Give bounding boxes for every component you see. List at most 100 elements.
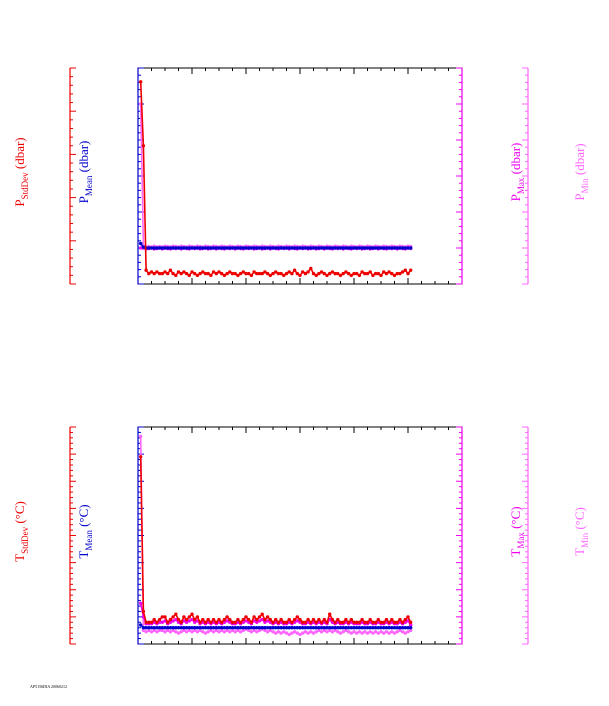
- mean-data-point: [176, 246, 181, 250]
- mean-data-point: [179, 626, 183, 630]
- mean-data-point: [247, 246, 251, 250]
- stddev-axis-label-sub: StdDev: [20, 172, 30, 200]
- stddev-data-point: [179, 620, 183, 624]
- min-data-point: [163, 630, 167, 634]
- min-data-point: [203, 631, 208, 635]
- stddev-data-point: [314, 273, 318, 278]
- stddev-data-point: [249, 273, 254, 278]
- mean-data-point: [298, 246, 302, 250]
- min-data-point: [346, 630, 351, 634]
- mean-data-point: [409, 246, 413, 250]
- mean-axis-label-main: T: [76, 551, 91, 559]
- stddev-data-point: [400, 620, 405, 624]
- min-data-point: [252, 628, 256, 633]
- mean-data-point: [355, 246, 359, 250]
- stddev-data-point: [311, 271, 316, 276]
- min-data-point: [387, 631, 391, 635]
- stddev-axis-label-sub: StdDev: [20, 526, 30, 554]
- min-data-point: [390, 630, 394, 634]
- mean-data-point: [406, 246, 410, 250]
- mean-data-point: [168, 246, 173, 250]
- min-data-point: [265, 630, 270, 634]
- stddev-data-point: [306, 617, 310, 622]
- mean-data-point: [149, 626, 154, 630]
- min-data-point: [357, 630, 362, 634]
- mean-data-point: [306, 246, 310, 250]
- mean-data-point: [292, 626, 297, 630]
- stddev-data-point: [292, 617, 297, 622]
- min-data-point: [306, 631, 310, 635]
- mean-axis-label-sub: Mean: [84, 530, 94, 551]
- min-data-point: [182, 628, 186, 633]
- mean-data-point: [198, 626, 202, 630]
- stddev-data-point: [406, 271, 410, 276]
- stddev-data-point: [363, 620, 367, 624]
- stddev-axis-label-main: P: [12, 199, 27, 206]
- mean-data-point: [149, 246, 154, 250]
- mean-data-point: [166, 246, 170, 250]
- mean-data-point: [292, 246, 297, 250]
- min-data-point: [255, 630, 259, 634]
- stddev-data-point: [309, 620, 313, 624]
- stddev-data-point: [306, 270, 310, 274]
- min-data-point: [187, 628, 191, 633]
- stddev-data-point: [233, 620, 237, 624]
- stddev-data-point: [371, 620, 375, 624]
- mean-data-point: [179, 246, 183, 250]
- mean-data-point: [257, 626, 262, 630]
- mean-data-point: [371, 626, 375, 630]
- stddev-data-point: [382, 270, 386, 274]
- stddev-data-point: [395, 271, 399, 276]
- mean-data-point: [274, 626, 278, 630]
- stddev-data-point: [201, 270, 205, 274]
- mean-data-point: [319, 626, 324, 630]
- max-axis-label-main: P: [508, 194, 523, 201]
- stddev-data-point: [292, 268, 297, 272]
- min-data-point: [371, 631, 375, 635]
- mean-data-point: [141, 245, 146, 249]
- stddev-data-point: [174, 273, 178, 278]
- min-data-point: [301, 631, 305, 635]
- max-data-point: [409, 623, 413, 627]
- stddev-data-point: [392, 273, 397, 278]
- stddev-data-point: [276, 620, 281, 624]
- stddev-data-point: [152, 617, 156, 622]
- mean-data-point: [155, 246, 159, 250]
- stddev-data-point: [279, 617, 283, 622]
- min-data-point: [271, 630, 275, 634]
- stddev-data-point: [336, 271, 340, 276]
- min-data-point: [144, 630, 148, 634]
- min-data-point: [303, 630, 308, 634]
- min-axis-label: PMin (dbar): [572, 143, 590, 200]
- stddev-data-point: [284, 620, 289, 624]
- min-data-point: [238, 630, 243, 634]
- mean-data-point: [257, 246, 262, 250]
- mean-data-point: [355, 626, 359, 630]
- mean-data-point: [268, 626, 272, 630]
- mean-data-point: [241, 626, 245, 630]
- mean-data-point: [400, 246, 405, 250]
- stddev-data-point: [282, 620, 286, 624]
- stddev-data-point: [384, 271, 389, 276]
- stddev-data-point: [298, 617, 302, 622]
- mean-data-point: [233, 246, 237, 250]
- mean-data-point: [330, 246, 335, 250]
- stddev-data-point: [166, 620, 170, 624]
- mean-data-point: [236, 626, 240, 630]
- min-data-point: [257, 628, 262, 633]
- mean-data-point: [325, 246, 329, 250]
- mean-data-point: [403, 626, 407, 630]
- mean-data-point: [382, 626, 386, 630]
- mean-data-point: [163, 246, 167, 250]
- min-data-point: [290, 631, 294, 635]
- mean-data-point: [139, 623, 143, 627]
- mean-data-point: [363, 626, 367, 630]
- min-data-point: [166, 628, 170, 633]
- min-data-point: [392, 631, 397, 635]
- stddev-data-point: [352, 271, 356, 276]
- mean-data-point: [379, 246, 383, 250]
- mean-data-point: [395, 246, 399, 250]
- stddev-data-point: [255, 271, 259, 276]
- stddev-data-point: [295, 271, 299, 276]
